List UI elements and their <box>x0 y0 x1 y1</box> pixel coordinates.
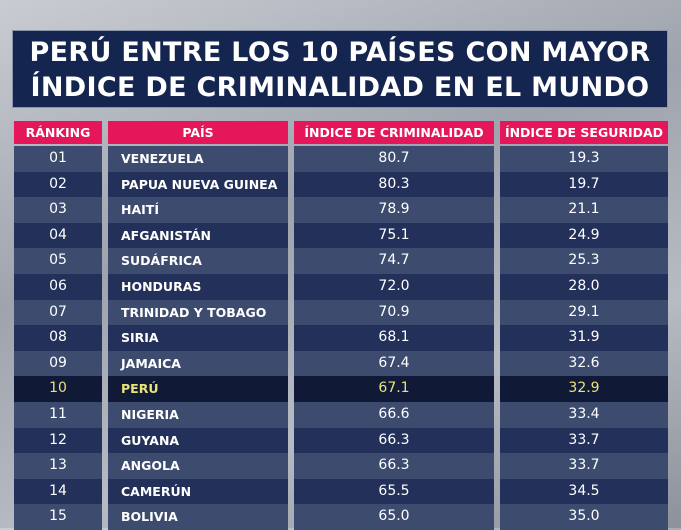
country-cell: AFGANISTÁN <box>108 222 288 249</box>
ranking-cell: 15 <box>14 504 102 530</box>
ranking-cell: 03 <box>14 197 102 223</box>
ranking-cell: 09 <box>14 350 102 377</box>
ranking-cell: 08 <box>14 325 102 351</box>
crime-index-cell: 75.1 <box>294 222 494 249</box>
safety-index-cell: 21.1 <box>500 197 668 223</box>
ranking-cell: 06 <box>14 273 102 300</box>
country-cell: TRINIDAD Y TOBAGO <box>108 299 288 326</box>
country-cell: BOLIVIA <box>108 504 288 530</box>
safety-index-cell: 19.3 <box>500 146 668 172</box>
ranking-cell: 01 <box>14 146 102 172</box>
country-cell: VENEZUELA <box>108 146 288 172</box>
crime-index-cell: 67.1 <box>294 376 494 402</box>
ranking-cell: 04 <box>14 222 102 249</box>
crime-index-cell: 72.0 <box>294 273 494 300</box>
safety-index-cell: 33.7 <box>500 453 668 479</box>
country-cell: JAMAICA <box>108 350 288 377</box>
ranking-cell: 07 <box>14 299 102 326</box>
country-cell: CAMERÚN <box>108 478 288 505</box>
crime-index-cell: 70.9 <box>294 299 494 326</box>
column-seguridad: ÍNDICE DE SEGURIDAD 19.3 19.7 21.1 24.9 25.3 2… <box>500 121 668 530</box>
crime-index-cell: 65.5 <box>294 478 494 505</box>
ranking-cell: 13 <box>14 453 102 479</box>
safety-index-cell: 32.9 <box>500 376 668 402</box>
safety-index-cell: 34.5 <box>500 478 668 505</box>
crime-index-cell: 66.3 <box>294 453 494 479</box>
ranking-cell: 11 <box>14 401 102 428</box>
safety-index-cell: 28.0 <box>500 273 668 300</box>
crime-index-cell: 74.7 <box>294 248 494 274</box>
country-cell: PAPUA NUEVA GUINEA <box>108 171 288 198</box>
crime-index-cell: 80.7 <box>294 146 494 172</box>
country-cell: HAITÍ <box>108 197 288 223</box>
safety-index-cell: 24.9 <box>500 222 668 249</box>
title-banner: PERÚ ENTRE LOS 10 PAÍSES CON MAYOR ÍNDIC… <box>12 30 668 108</box>
safety-index-cell: 29.1 <box>500 299 668 326</box>
crime-index-cell: 67.4 <box>294 350 494 377</box>
safety-index-cell: 19.7 <box>500 171 668 198</box>
header-seguridad: ÍNDICE DE SEGURIDAD <box>500 121 668 144</box>
country-cell: ANGOLA <box>108 453 288 479</box>
ranking-cell: 10 <box>14 376 102 402</box>
safety-index-cell: 33.7 <box>500 427 668 454</box>
column-pais: PAÍS VENEZUELA PAPUA NUEVA GUINEA HAITÍ AFGA… <box>108 121 288 530</box>
title-line-1: PERÚ ENTRE LOS 10 PAÍSES CON MAYOR <box>29 37 651 68</box>
crime-index-cell: 65.0 <box>294 504 494 530</box>
ranking-cell: 02 <box>14 171 102 198</box>
ranking-cell: 12 <box>14 427 102 454</box>
crime-index-cell: 68.1 <box>294 325 494 351</box>
country-cell: SUDÁFRICA <box>108 248 288 274</box>
column-criminalidad: ÍNDICE DE CRIMINALIDAD 80.7 80.3 78.9 75.1 74… <box>294 121 494 530</box>
title-line-2: ÍNDICE DE CRIMINALIDAD EN EL MUNDO <box>30 72 650 103</box>
header-ranking: RÁNKING <box>14 121 102 144</box>
safety-index-cell: 31.9 <box>500 325 668 351</box>
safety-index-cell: 35.0 <box>500 504 668 530</box>
country-cell: GUYANA <box>108 427 288 454</box>
ranking-cell: 14 <box>14 478 102 505</box>
country-cell: SIRIA <box>108 325 288 351</box>
header-criminalidad: ÍNDICE DE CRIMINALIDAD <box>294 121 494 144</box>
crime-index-cell: 66.3 <box>294 427 494 454</box>
country-cell: NIGERIA <box>108 401 288 428</box>
column-ranking: RÁNKING 01 02 03 04 05 06 07 08 09 10 11 12 13 14 15 <box>14 121 102 530</box>
safety-index-cell: 33.4 <box>500 401 668 428</box>
crime-index-cell: 78.9 <box>294 197 494 223</box>
country-cell: PERÚ <box>108 376 288 402</box>
country-cell: HONDURAS <box>108 273 288 300</box>
safety-index-cell: 25.3 <box>500 248 668 274</box>
safety-index-cell: 32.6 <box>500 350 668 377</box>
crime-index-cell: 66.6 <box>294 401 494 428</box>
header-pais: PAÍS <box>108 121 288 144</box>
ranking-cell: 05 <box>14 248 102 274</box>
crime-index-cell: 80.3 <box>294 171 494 198</box>
